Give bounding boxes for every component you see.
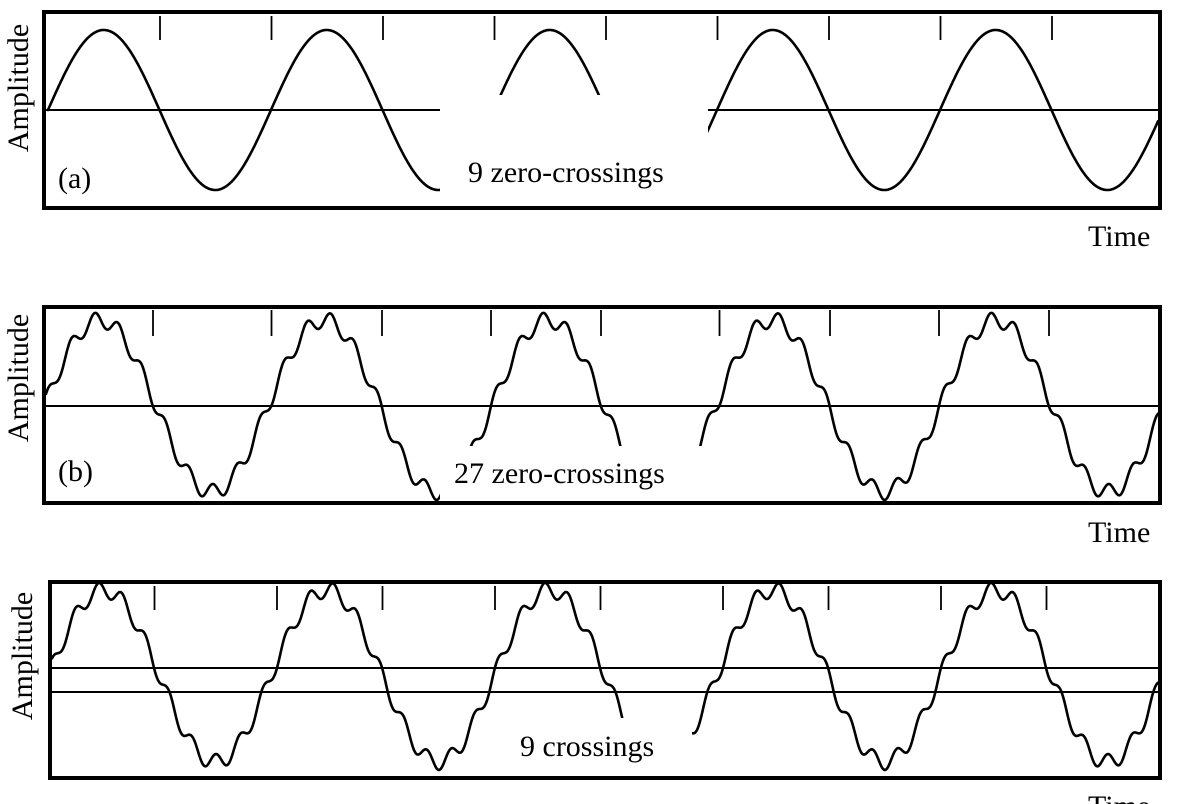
panel-b-caption-mask — [440, 446, 708, 503]
panel-b-caption: 27 zero-crossings — [454, 457, 665, 490]
panel-c-frame — [48, 580, 1162, 780]
panel-a-caption-mask — [440, 95, 708, 200]
panel-a-caption: 9 zero-crossings — [468, 156, 664, 189]
panel-c: 9 crossings Time Amplitude — [6, 580, 1162, 804]
panel-b-ticks — [152, 310, 1050, 336]
panel-b-label: (b) — [58, 455, 93, 488]
panel-a-ticks — [159, 16, 1053, 40]
panel-a-time-label: Time — [1088, 220, 1150, 253]
panel-c-time-label: Time — [1088, 790, 1150, 804]
panel-c-caption: 9 crossings — [520, 730, 654, 763]
panel-b-frame — [42, 305, 1162, 505]
panel-c-waveform — [50, 581, 1160, 772]
panel-a: (a) 9 zero-crossings Time Amplitude — [2, 10, 1162, 253]
panel-c-caption-mask — [510, 718, 692, 778]
panel-b-time-label: Time — [1088, 516, 1150, 549]
panel-a-amplitude-label: Amplitude — [2, 24, 35, 152]
panel-a-label: (a) — [58, 162, 91, 195]
panel-c-ticks — [153, 586, 1048, 610]
panel-b-amplitude-label: Amplitude — [2, 314, 35, 442]
panel-a-frame — [42, 10, 1162, 210]
panel-b: (b) 27 zero-crossings Time Amplitude — [2, 305, 1162, 549]
panel-b-waveform — [44, 311, 1160, 502]
panel-c-amplitude-label: Amplitude — [6, 592, 39, 720]
